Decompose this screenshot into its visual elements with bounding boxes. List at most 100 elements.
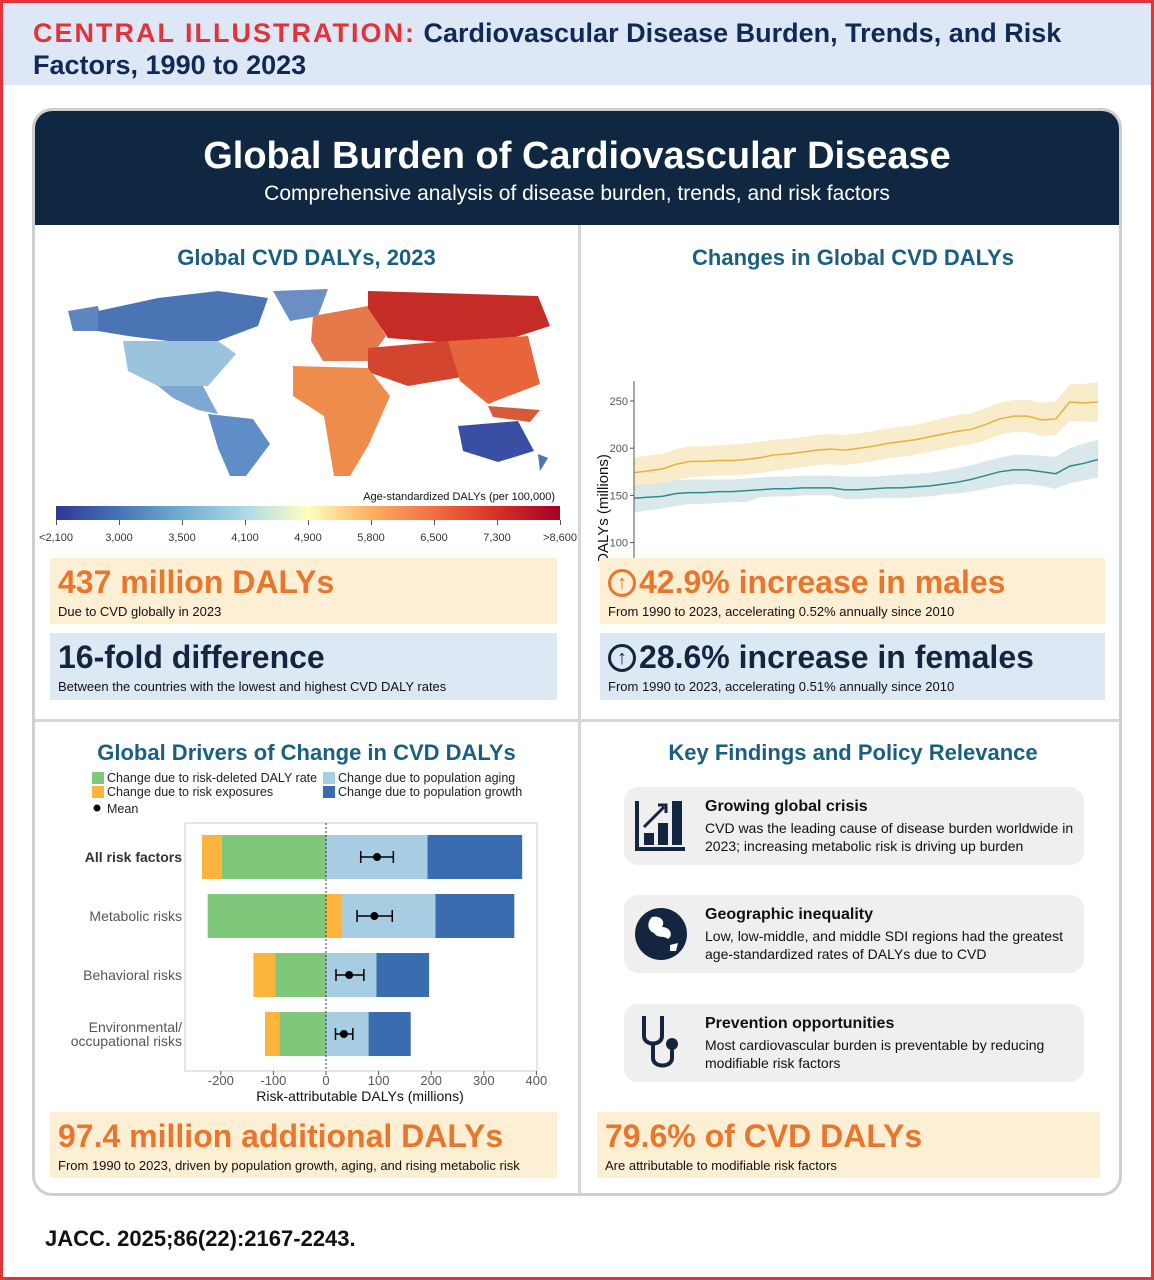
stat-value: 28.6% increase in females [639, 639, 1034, 675]
finding-card: Geographic inequality Low, low-middle, a… [624, 895, 1084, 973]
stethoscope-icon [642, 1016, 678, 1068]
category-label: Behavioral risks [83, 967, 182, 983]
mean-marker [370, 912, 379, 920]
stat-text: Due to CVD globally in 2023 [58, 604, 222, 619]
main-subtitle: Comprehensive analysis of disease burden… [264, 182, 890, 205]
y-tick-label: 100 [610, 538, 628, 550]
colorbar-tick [560, 520, 561, 525]
region-australia [458, 421, 534, 462]
plot-area [184, 822, 538, 1072]
stat-value: 42.9% increase in males [639, 564, 1006, 600]
mean-marker [345, 971, 354, 979]
stat-text: From 1990 to 2023, driven by population … [58, 1158, 520, 1173]
bar-segment [326, 894, 343, 938]
banner-title: CENTRAL ILLUSTRATION: Cardiovascular Dis… [33, 17, 1143, 81]
legend-label: Change due to population aging [338, 771, 515, 785]
colorbar-tick-label: 7,300 [483, 532, 511, 544]
stat-value: 97.4 million additional DALYs [58, 1118, 504, 1154]
mean-marker [339, 1030, 348, 1038]
region-south-america [208, 414, 270, 476]
x-tick-label: 300 [473, 1073, 495, 1088]
category-label: All risk factors [85, 849, 182, 865]
finding-text: Low, low-middle, and middle SDI regions … [705, 928, 1063, 962]
trend-title: Changes in Global CVD DALYs [692, 245, 1014, 270]
stat-fold-difference: 16-fold difference Between the countries… [50, 633, 557, 700]
line-chart: 0501001502002501990199520002005201020152… [595, 381, 1099, 561]
colorbar-tick [119, 520, 120, 525]
x-tick-label: -100 [260, 1073, 286, 1088]
series-line-female [633, 458, 1099, 499]
legend-swatch [323, 772, 335, 784]
globe-icon [635, 908, 687, 960]
colorbar-tick-label: 3,500 [168, 532, 196, 544]
colorbar-tick-label: 3,000 [105, 532, 133, 544]
ci-band-male [634, 382, 1098, 488]
bar-chart-growth-icon [635, 801, 685, 851]
x-tick-label: 100 [368, 1073, 390, 1088]
x-tick-label: 400 [526, 1073, 548, 1088]
region-canada [98, 291, 268, 341]
region-europe [311, 306, 386, 361]
legend-swatch [92, 772, 104, 784]
colorbar-tick [434, 520, 435, 525]
bar-segment [368, 1012, 411, 1056]
series-line-male [633, 401, 1099, 474]
stat-total-dalys: 437 million DALYs Due to CVD globally in… [50, 558, 557, 624]
bar-segment [201, 835, 222, 879]
region-usa [123, 341, 236, 386]
bar-segment [221, 835, 326, 879]
bar-segment [427, 835, 523, 879]
x-tick-label: 0 [322, 1073, 329, 1088]
x-tick-label: -200 [208, 1073, 234, 1088]
card-header: Global Burden of Cardiovascular Disease … [35, 111, 1119, 225]
region-new-zealand [538, 454, 548, 471]
infographic-card: Global Burden of Cardiovascular Disease … [32, 108, 1122, 1196]
map-title: Global CVD DALYs, 2023 [177, 245, 436, 270]
up-arrow-circle-icon: ↑ [608, 569, 636, 597]
stat-text: From 1990 to 2023, accelerating 0.51% an… [608, 679, 955, 694]
divider [35, 719, 1119, 722]
legend-label: Change due to population growth [338, 785, 522, 799]
finding-title: Geographic inequality [705, 906, 874, 923]
findings-title: Key Findings and Policy Relevance [668, 740, 1038, 765]
y-tick-label: 200 [610, 443, 628, 455]
bar-segment [279, 1012, 326, 1056]
stat-text: From 1990 to 2023, accelerating 0.52% an… [608, 604, 955, 619]
region-russia [368, 291, 550, 346]
colorbar-tick [308, 520, 309, 525]
mean-marker [373, 853, 382, 861]
legend-label: Change due to risk exposures [107, 785, 273, 799]
bar-segment [253, 953, 276, 997]
bar-segment [435, 894, 515, 938]
stat-male-increase: ↑ 42.9% increase in males From 1990 to 20… [600, 558, 1105, 624]
colorbar-tick [245, 520, 246, 525]
colorbar [56, 506, 560, 520]
stat-female-increase: ↑ 28.6% increase in females From 1990 to … [600, 633, 1105, 700]
stat-value: 437 million DALYs [58, 564, 335, 600]
up-arrow-circle-icon: ↑ [608, 644, 636, 672]
bar-segment [376, 953, 430, 997]
region-africa [293, 366, 390, 476]
region-central-america [158, 386, 218, 414]
legend-mean-marker [93, 804, 101, 812]
stat-text: Between the countries with the lowest an… [58, 679, 447, 694]
stat-text: Are attributable to modifiable risk fact… [605, 1158, 837, 1173]
category-label: Metabolic risks [89, 908, 182, 924]
region-alaska [68, 306, 103, 331]
stat-value: 16-fold difference [58, 639, 325, 675]
world-choropleth-map [68, 289, 550, 476]
finding-card: Prevention opportunities Most cardiovasc… [624, 1004, 1084, 1082]
bar-segment [207, 894, 326, 938]
banner: CENTRAL ILLUSTRATION: Cardiovascular Dis… [3, 3, 1151, 85]
region-greenland [273, 289, 328, 321]
colorbar-tick [182, 520, 183, 525]
stat-additional-dalys: 97.4 million additional DALYs From 1990 … [50, 1112, 557, 1178]
banner-text: Cardiovascular Disease Burden, Trends, a… [33, 18, 1062, 80]
finding-title: Prevention opportunities [705, 1015, 895, 1032]
colorbar-tick [371, 520, 372, 525]
finding-card: Growing global crisis CVD was the leadin… [624, 787, 1084, 865]
bar-segment [264, 1012, 280, 1056]
colorbar-tick-label: >8,600 [543, 532, 577, 544]
stat-modifiable: 79.6% of CVD DALYs Are attributable to m… [597, 1112, 1100, 1178]
legend-label: Mean [107, 802, 138, 816]
